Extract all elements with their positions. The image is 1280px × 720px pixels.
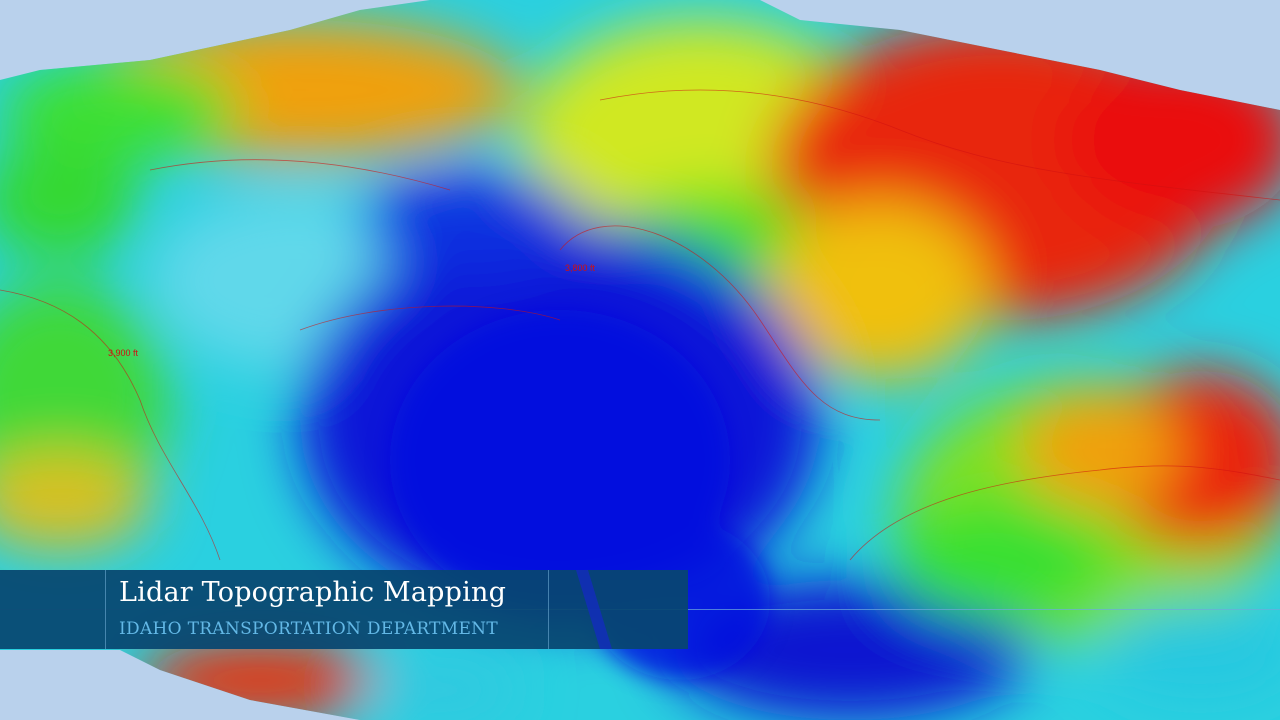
contour-label-3900: 3,900 ft [108, 348, 139, 358]
banner-slash-decoration [576, 570, 612, 649]
banner-divider [105, 570, 106, 649]
contour-label-3800: 3,800 ft [565, 263, 596, 273]
lower-third-banner [0, 570, 688, 649]
lower-third-subtitle: IDAHO TRANSPORTATION DEPARTMENT [119, 619, 498, 639]
contour-lines [0, 89, 1280, 561]
banner-divider [548, 570, 549, 649]
lower-third-title: Lidar Topographic Mapping [119, 577, 507, 608]
